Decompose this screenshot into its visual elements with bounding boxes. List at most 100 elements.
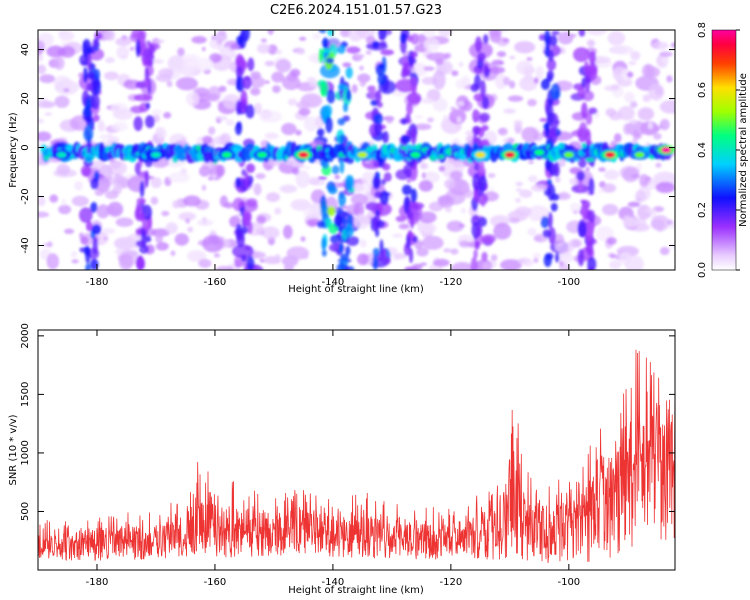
heatmap-cell — [661, 55, 669, 65]
heatmap-cell — [423, 37, 440, 52]
heatmap-cell — [543, 253, 552, 268]
heatmap-cell — [380, 49, 395, 56]
heatmap-cell — [557, 31, 574, 45]
snr-panel: -180 -160 -140 -120 -100 500 1000 1500 2000 Hei… — [8, 323, 676, 596]
heatmap-cell — [666, 75, 673, 83]
heatmap-cell — [627, 201, 641, 208]
heatmap-cell — [209, 53, 222, 63]
y-tick-label: 0 — [20, 144, 31, 150]
heatmap-cell — [650, 215, 670, 232]
heatmap-cell — [518, 257, 531, 265]
heatmap-cell — [514, 41, 536, 54]
heatmap-cell — [521, 126, 539, 143]
heatmap-cell — [91, 224, 102, 235]
heatmap-cell — [513, 119, 523, 127]
heatmap-cell — [489, 66, 506, 74]
heatmap-cell — [245, 104, 255, 119]
y-tick-label: -20 — [20, 188, 31, 204]
heatmap-cell — [290, 199, 311, 211]
heatmap-cell — [211, 174, 217, 180]
heatmap-cell — [70, 250, 78, 258]
heatmap-cell — [337, 182, 347, 188]
heatmap-cell — [539, 118, 548, 122]
heatmap-cell — [135, 240, 146, 248]
heatmap-cell — [586, 240, 594, 256]
heatmap-cell — [74, 181, 83, 191]
heatmap-cell — [85, 221, 93, 232]
heatmap-cell — [544, 43, 550, 58]
heatmap-cell — [195, 57, 214, 71]
heatmap-cell — [427, 117, 434, 123]
heatmap-cell — [381, 256, 391, 265]
heatmap-cell — [83, 104, 92, 117]
heatmap-cell — [450, 106, 456, 111]
heatmap-cell — [377, 72, 387, 86]
x-tick-label: -100 — [557, 277, 580, 288]
heatmap-cell — [282, 224, 293, 239]
heatmap-cell — [264, 60, 275, 67]
heatmap-cell — [247, 57, 255, 72]
heatmap-cell — [372, 253, 378, 270]
heatmap-cell — [458, 224, 466, 227]
heatmap-cell — [421, 235, 444, 250]
heatmap-cell — [83, 67, 88, 83]
heatmap-cell — [588, 50, 597, 65]
heatmap-cell — [586, 166, 590, 172]
heatmap-cell — [334, 174, 340, 180]
heatmap-cell — [97, 120, 105, 132]
heatmap-cell — [477, 52, 486, 61]
heatmap-cell — [465, 130, 474, 136]
heatmap-cell — [146, 58, 154, 67]
heatmap-cell — [217, 115, 228, 121]
heatmap-cell — [382, 130, 389, 144]
heatmap-cell — [542, 229, 552, 238]
heatmap-cell — [281, 75, 301, 91]
x-tick-label: -140 — [322, 277, 345, 288]
heatmap-cell — [187, 226, 194, 233]
heatmap-cell — [414, 115, 424, 119]
heatmap-cell — [259, 258, 266, 263]
heatmap-cell — [432, 97, 448, 112]
heatmap-cell — [544, 121, 550, 138]
heatmap-cell — [235, 232, 245, 241]
heatmap-cell — [569, 202, 581, 212]
heatmap-cell — [531, 184, 547, 192]
heatmap-cell — [581, 102, 588, 119]
heatmap-cell — [546, 70, 554, 80]
heatmap-cell — [54, 56, 65, 71]
heatmap-cell — [378, 203, 383, 215]
heatmap-cell — [104, 190, 119, 200]
x-tick-label: -120 — [440, 577, 463, 588]
heatmap-cell — [92, 236, 98, 255]
heatmap-cell — [547, 211, 553, 229]
heatmap-cell — [508, 80, 516, 89]
heatmap-cell — [139, 181, 145, 198]
heatmap-cell — [175, 77, 198, 91]
heatmap-cell — [529, 214, 541, 222]
heatmap-cell — [281, 122, 297, 136]
heatmap-cell — [321, 237, 327, 251]
heatmap-cell — [526, 57, 533, 61]
heatmap-cell — [406, 178, 412, 183]
heatmap-cell — [628, 61, 637, 66]
heatmap-cell — [135, 256, 146, 270]
heatmap-cell — [482, 262, 492, 270]
heatmap-cell — [474, 240, 480, 250]
heatmap-cell — [241, 226, 249, 235]
heatmap-cell — [623, 91, 635, 103]
heatmap-cell — [444, 207, 452, 213]
heatmap-cell — [350, 193, 368, 206]
heatmap-cell — [177, 47, 185, 57]
heatmap-hotspot — [150, 151, 161, 158]
heatmap-cell — [331, 165, 340, 175]
heatmap-cell — [410, 213, 415, 229]
heatmap-cell — [630, 50, 641, 61]
heatmap-cell — [320, 82, 325, 97]
heatmap-cell — [265, 192, 281, 203]
heatmap-cell — [185, 218, 190, 224]
x-tick-label: -180 — [86, 277, 109, 288]
heatmap-cell — [316, 220, 326, 229]
heatmap-cell — [272, 85, 281, 94]
heatmap-cell — [103, 71, 119, 81]
heatmap-cell — [339, 159, 345, 174]
